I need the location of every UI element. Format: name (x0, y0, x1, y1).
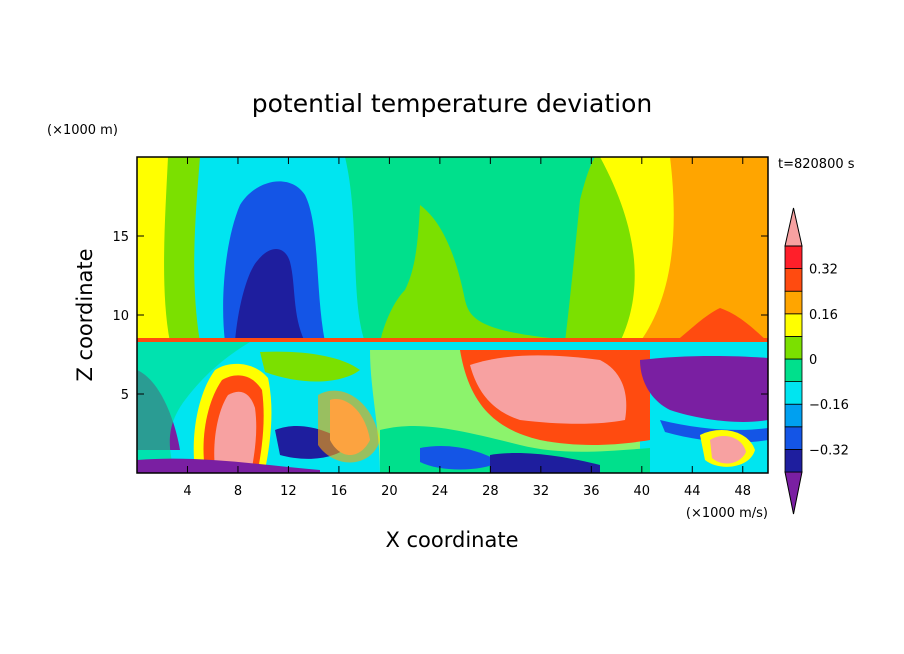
colorbar-extend-high (784, 207, 803, 247)
x-unit-label: (×1000 m/s) (686, 506, 768, 521)
plot-area (137, 157, 768, 473)
x-axis: 4 8 12 16 20 24 28 32 36 40 44 48 (183, 157, 751, 499)
colorbar-swatch (784, 290, 803, 315)
region-lower-bottom-purple (137, 458, 320, 473)
colorbar: 0.32 0.16 0 −0.16 −0.32 (784, 207, 849, 515)
colorbar-swatch (784, 358, 803, 383)
colorbar-swatch (784, 335, 803, 360)
region-lower-west-green (137, 342, 250, 473)
region-lower-central-blue (420, 445, 500, 470)
region-upper-central-lime (380, 205, 600, 342)
colorbar-tick-label: 0.16 (809, 308, 838, 323)
y-axis-title: Z coordinate (73, 248, 97, 381)
region-lower-east-purple (640, 355, 768, 422)
colorbar-tick-label: 0.32 (809, 263, 838, 278)
x-tick-label: 44 (684, 484, 701, 499)
colorbar-swatch (784, 245, 803, 270)
x-tick-label: 36 (583, 484, 600, 499)
colorbar-tick-label: −0.32 (809, 443, 849, 458)
y-tick-label: 15 (112, 230, 129, 245)
x-tick-label: 32 (533, 484, 550, 499)
colorbar-tick-label: −0.16 (809, 398, 849, 413)
lower-field (137, 342, 768, 473)
region-lower-pink-column (214, 391, 257, 468)
x-axis-title: X coordinate (385, 528, 518, 552)
time-label: t=820800 s (778, 157, 855, 172)
x-tick-label: 12 (280, 484, 297, 499)
y-tick-label: 10 (112, 309, 129, 324)
colorbar-swatch (784, 448, 803, 473)
upper-field (137, 157, 768, 342)
x-tick-label: 20 (381, 484, 398, 499)
x-tick-label: 28 (482, 484, 499, 499)
region-lower-lime-patch (260, 351, 360, 382)
y-unit-label: (×1000 m) (47, 123, 118, 138)
x-tick-label: 16 (331, 484, 348, 499)
colorbar-extend-low (784, 471, 803, 515)
boundary-stripe (137, 338, 768, 342)
region-lower-east-pink-blob (710, 436, 746, 464)
colorbar-swatch (784, 268, 803, 292)
colorbar-tick-label: 0 (809, 353, 817, 368)
x-tick-label: 48 (734, 484, 751, 499)
chart-title: potential temperature deviation (252, 89, 652, 118)
x-tick-label: 40 (634, 484, 651, 499)
x-tick-label: 24 (432, 484, 449, 499)
region-lower-east-pink-block (470, 355, 627, 424)
colorbar-swatch (784, 403, 803, 428)
region-upper-dark-blue-core (235, 248, 305, 342)
colorbar-swatch (784, 426, 803, 450)
x-tick-label: 8 (234, 484, 242, 499)
region-lower-bottom-blue (490, 453, 600, 473)
region-lower-orange-left (318, 390, 380, 463)
colorbar-swatch (784, 313, 803, 337)
y-tick-label: 5 (121, 388, 129, 403)
x-tick-label: 4 (183, 484, 191, 499)
region-upper-east-orange (640, 157, 768, 342)
colorbar-swatch (784, 381, 803, 405)
y-axis: 5 10 15 (112, 230, 768, 403)
region-upper-east-red-dome (675, 308, 768, 342)
